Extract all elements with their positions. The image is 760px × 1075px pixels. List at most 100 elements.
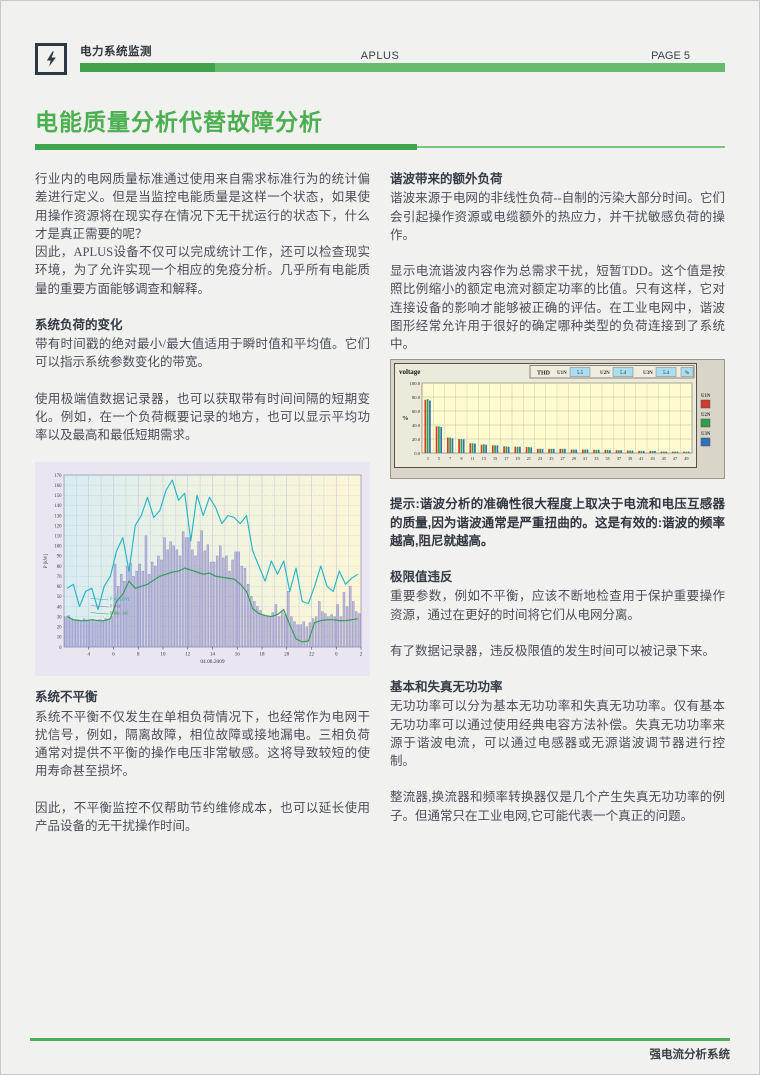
svg-text:20: 20	[284, 653, 290, 658]
svg-text:80: 80	[57, 565, 62, 570]
svg-text:9: 9	[460, 456, 462, 461]
svg-text:43: 43	[651, 456, 655, 461]
svg-text:20.0: 20.0	[412, 437, 421, 442]
brand-label: 电力系统监测	[80, 46, 152, 58]
svg-text:39: 39	[628, 456, 632, 461]
paragraph: 有了数据记录器，违反极限值的发生时间可以被记录下来。	[390, 643, 716, 658]
svg-text:45: 45	[662, 456, 666, 461]
header-product-label: APLUS	[360, 50, 400, 62]
svg-text:2: 2	[360, 653, 363, 658]
svg-text:U2N: U2N	[600, 371, 610, 376]
svg-text:41: 41	[639, 456, 643, 461]
svg-text:%: %	[402, 415, 409, 422]
svg-text:7: 7	[449, 456, 451, 461]
header-bar-light-segment	[215, 63, 725, 72]
title-underline-thin	[417, 146, 725, 148]
section-heading-load-variation: 系统负荷的变化	[35, 317, 123, 332]
paragraph: 显示电流谐波内容作为总需求干扰，短暂TDD。这个值是按照比例缩小的额定电流对额定…	[390, 264, 725, 351]
svg-text:voltage: voltage	[399, 368, 420, 376]
svg-text:5.4: 5.4	[620, 371, 627, 376]
svg-text:10: 10	[57, 636, 62, 641]
paragraph: 谐波来源于电网的非线性负荷--自制的污染大部分时间。它们会引起操作资源或电缆额外…	[390, 191, 725, 242]
section-heading-limit-violation: 极限值违反	[390, 570, 453, 584]
svg-text:5.4: 5.4	[663, 371, 670, 376]
section-heading-reactive-power: 基本和失真无功功率	[390, 680, 503, 694]
harmonics-chart: voltage THD U1N 5.5 U2N 5.4 U3N 5.4% 0.0 20.0 40.0…	[390, 359, 725, 480]
svg-text:P Max [W]: P Max [W]	[110, 597, 130, 602]
svg-text:8: 8	[137, 653, 140, 658]
harmonics-chart-svg: voltage THD U1N 5.5 U2N 5.4 U3N 5.4 % 0.0 20.0 40.0…	[394, 363, 711, 469]
svg-text:13: 13	[482, 456, 486, 461]
svg-text:35: 35	[606, 456, 610, 461]
svg-text:17: 17	[504, 456, 508, 461]
svg-text:110: 110	[54, 535, 62, 540]
svg-text:5.5: 5.5	[577, 371, 584, 376]
svg-text:90: 90	[57, 555, 62, 560]
svg-text:04.08.2009: 04.08.2009	[200, 659, 225, 665]
load-profile-chart: 0 10 20 30 40 50 60 70 80 90 100 110 120 130 140 150 160…	[35, 462, 370, 677]
title-underline	[35, 144, 725, 150]
svg-text:27: 27	[561, 456, 565, 461]
svg-text:18: 18	[260, 653, 266, 658]
paragraph: 整流器,换流器和频率转换器仅是几个产生失真无功功率的例子。但通常只在工业电网,它…	[390, 790, 725, 823]
page-number: PAGE 5	[651, 50, 690, 62]
header-group: 电力系统监测	[80, 43, 725, 72]
svg-text:16: 16	[235, 653, 241, 658]
svg-text:33: 33	[594, 456, 598, 461]
page-footer: 强电流分析系统	[30, 1038, 730, 1062]
tip-paragraph: 提示:谐波分析的准确性很大程度上取决于电流和电压互感器的质量,因为谐波通常是严重…	[390, 497, 725, 548]
svg-text:6: 6	[112, 653, 115, 658]
svg-text:15: 15	[493, 456, 497, 461]
svg-text:4: 4	[88, 653, 91, 658]
svg-text:31: 31	[583, 456, 587, 461]
svg-text:21: 21	[527, 456, 531, 461]
svg-text:P Min [W]: P Min [W]	[110, 611, 129, 616]
left-column: 行业内的电网质量标准通过使用来自需求标准行为的统计偏差进行定义。但是当监控电能质…	[35, 170, 370, 853]
svg-text:U1N: U1N	[557, 371, 567, 376]
svg-text:29: 29	[572, 456, 576, 461]
svg-text:14: 14	[210, 653, 216, 658]
svg-text:3: 3	[427, 456, 429, 461]
svg-text:U3N: U3N	[643, 371, 653, 376]
title-underline-thick	[35, 144, 417, 150]
svg-text:20: 20	[57, 626, 62, 631]
svg-text:0: 0	[59, 646, 62, 651]
svg-text:40: 40	[57, 606, 62, 611]
svg-text:U1N: U1N	[701, 394, 711, 399]
svg-text:19: 19	[516, 456, 520, 461]
paragraph: 重要参数，例如不平衡，应该不断地检查用于保护重要操作资源，通过在更好的时间将它们…	[390, 589, 725, 622]
svg-text:23: 23	[538, 456, 542, 461]
svg-text:U2N: U2N	[701, 413, 711, 418]
svg-text:%: %	[685, 371, 689, 376]
svg-text:140: 140	[54, 504, 62, 509]
svg-text:100: 100	[54, 545, 62, 550]
paragraph: 带有时间戳的绝对最小/最大值适用于瞬时值和平均值。它们可以指示系统参数变化的带宽…	[35, 337, 370, 370]
section-heading-harmonics: 谐波带来的额外负荷	[390, 172, 503, 186]
svg-text:37: 37	[617, 456, 621, 461]
svg-text:11: 11	[471, 456, 475, 461]
header-bar-dark-segment	[80, 63, 215, 72]
paragraph: 系统不平衡不仅发生在单相负荷情况下，也经常作为电网干扰信号，例如，隔离故障，相位…	[35, 709, 370, 779]
svg-text:0.0: 0.0	[414, 451, 420, 456]
svg-text:50: 50	[57, 595, 62, 600]
svg-text:22: 22	[309, 653, 315, 658]
svg-text:100.0: 100.0	[410, 381, 421, 386]
svg-text:25: 25	[549, 456, 553, 461]
svg-text:150: 150	[54, 494, 62, 499]
svg-text:P [W]: P [W]	[110, 604, 121, 609]
svg-text:130: 130	[54, 515, 62, 520]
section-heading-unbalance: 系统不平衡	[35, 690, 98, 705]
svg-text:THD: THD	[537, 371, 551, 377]
footer-line	[30, 1038, 730, 1041]
svg-text:30: 30	[57, 616, 62, 621]
svg-text:5: 5	[438, 456, 440, 461]
lightning-bolt-icon	[46, 51, 56, 67]
svg-text:170: 170	[54, 474, 62, 479]
svg-text:60: 60	[57, 585, 62, 590]
svg-text:P [kW]: P [kW]	[44, 554, 49, 569]
paragraph: 行业内的电网质量标准通过使用来自需求标准行为的统计偏差进行定义。但是当监控电能质…	[35, 172, 370, 241]
paragraph: 因此，不平衡监控不仅帮助节约维修成本，也可以延长使用产品设备的无干扰操作时间。	[35, 800, 370, 833]
right-column: 谐波带来的额外负荷 谐波来源于电网的非线性负荷--自制的污染大部分时间。它们会引…	[390, 170, 725, 853]
paragraph: 因此，APLUS设备不仅可以完成统计工作，还可以检查现实环境，为了允许实现一个相…	[35, 245, 370, 296]
